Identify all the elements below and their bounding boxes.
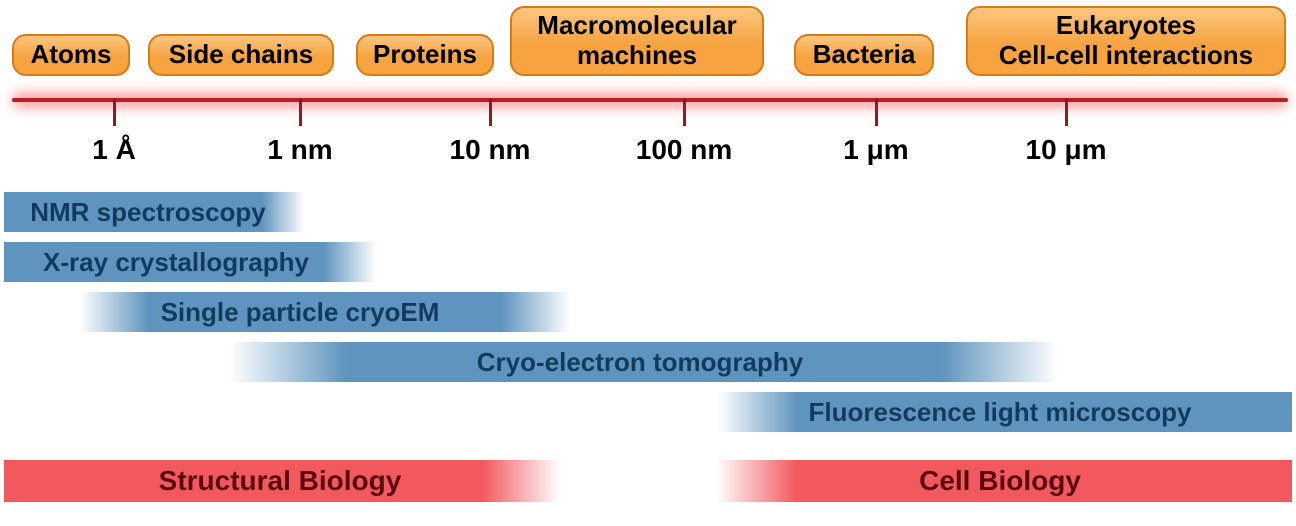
field-bar-1: Cell Biology <box>716 460 1292 502</box>
technique-bar-0: NMR spectroscopy <box>4 192 304 232</box>
axis-tick-2 <box>489 98 492 126</box>
technique-label-3: Cryo-electron tomography <box>477 347 804 378</box>
axis-tick-3 <box>683 98 686 126</box>
field-bar-0: Structural Biology <box>4 460 560 502</box>
scale-axis <box>12 98 1288 102</box>
axis-tick-label-3: 100 nm <box>636 134 733 166</box>
axis-tick-label-5: 10 μm <box>1026 134 1107 166</box>
category-box-0: Atoms <box>12 34 130 76</box>
axis-tick-1 <box>299 98 302 126</box>
field-label-1: Cell Biology <box>919 465 1081 497</box>
category-box-3: Macromolecularmachines <box>510 6 764 76</box>
technique-label-4: Fluorescence light microscopy <box>809 397 1192 428</box>
category-box-4: Bacteria <box>794 34 934 76</box>
technique-bar-4: Fluorescence light microscopy <box>718 392 1292 432</box>
technique-bar-1: X-ray crystallography <box>4 242 376 282</box>
technique-label-1: X-ray crystallography <box>43 247 309 278</box>
axis-tick-0 <box>113 98 116 126</box>
category-box-2: Proteins <box>356 34 494 76</box>
technique-bar-3: Cryo-electron tomography <box>230 342 1058 382</box>
technique-bar-2: Single particle cryoEM <box>80 292 570 332</box>
axis-tick-label-4: 1 μm <box>843 134 908 166</box>
axis-tick-5 <box>1065 98 1068 126</box>
axis-tick-label-2: 10 nm <box>450 134 531 166</box>
field-label-0: Structural Biology <box>159 465 402 497</box>
category-box-5: EukaryotesCell-cell interactions <box>966 6 1286 76</box>
technique-label-2: Single particle cryoEM <box>161 297 440 328</box>
category-box-1: Side chains <box>148 34 334 76</box>
axis-tick-label-1: 1 nm <box>267 134 332 166</box>
technique-label-0: NMR spectroscopy <box>30 197 266 228</box>
axis-tick-label-0: 1 Å <box>92 134 136 166</box>
axis-tick-4 <box>875 98 878 126</box>
